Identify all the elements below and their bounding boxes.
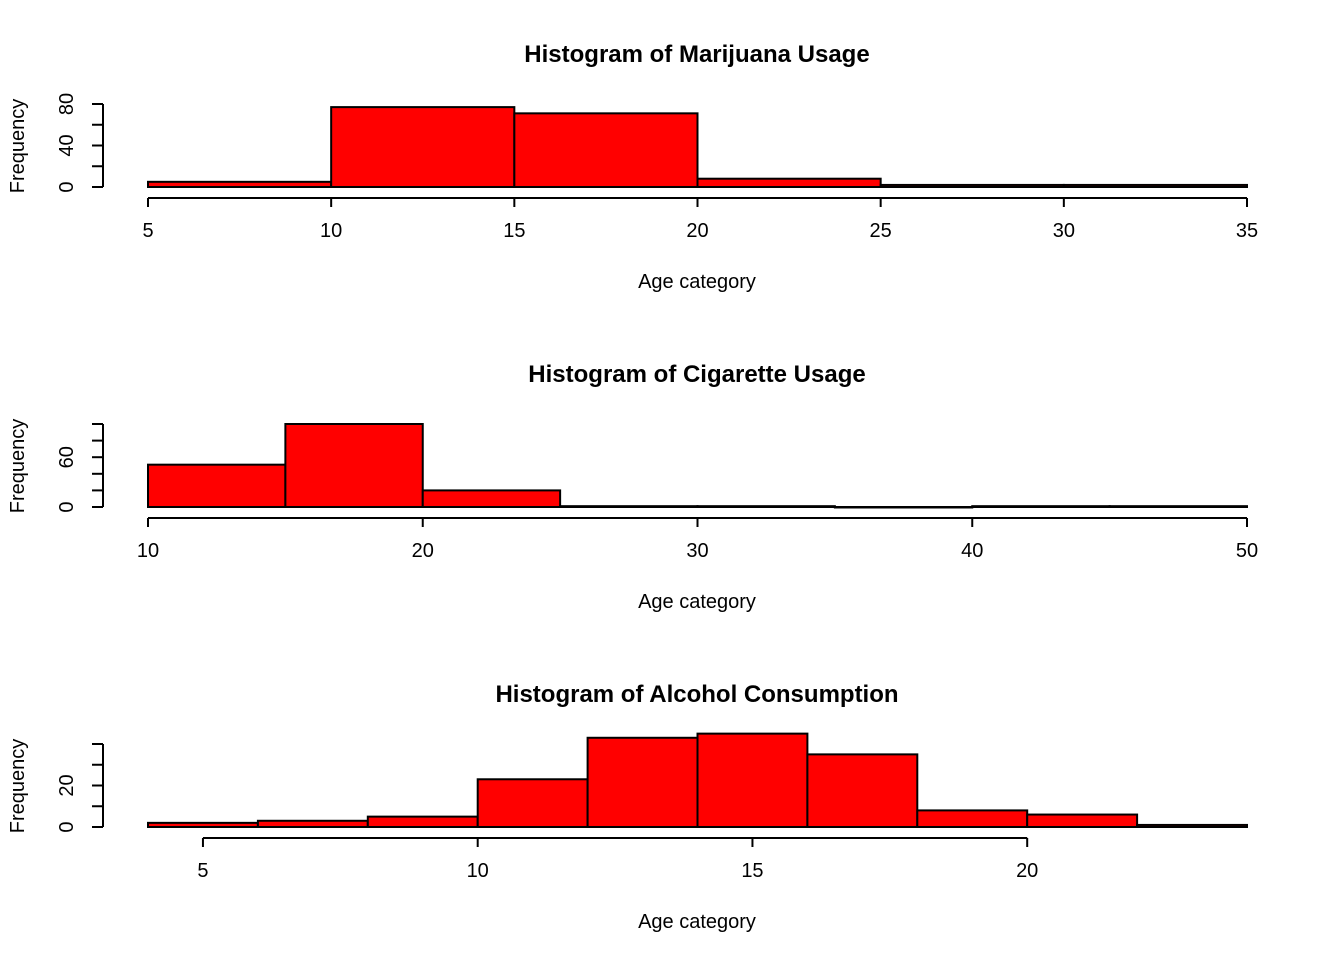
panel-marijuana: Histogram of Marijuana Usage Age categor… <box>7 41 1258 293</box>
histogram-bar <box>366 815 479 828</box>
x-tick-label: 30 <box>1053 220 1075 242</box>
x-tick-label: 40 <box>961 540 983 562</box>
x-tick-label: 10 <box>467 860 489 882</box>
histogram-bar <box>696 177 882 188</box>
y-tick-label: 0 <box>56 501 78 512</box>
x-tick-label: 5 <box>197 860 208 882</box>
y-tick-label: 0 <box>56 821 78 832</box>
chart-title: Histogram of Cigarette Usage <box>528 361 865 388</box>
x-tick-label: 50 <box>1236 540 1258 562</box>
histogram-bar <box>696 505 836 509</box>
x-tick-label: 5 <box>142 220 153 242</box>
y-axis-label: Frequency <box>7 739 29 834</box>
histogram-bar <box>421 489 562 508</box>
panel-cigarette: Histogram of Cigarette Usage Age categor… <box>7 361 1258 613</box>
histogram-bar <box>833 506 974 509</box>
y-tick-label: 80 <box>56 93 78 115</box>
histogram-bar <box>1136 823 1248 828</box>
y-tick-label: 60 <box>56 446 78 468</box>
y-tick-label: 40 <box>56 134 78 156</box>
chart-title: Histogram of Marijuana Usage <box>524 41 869 68</box>
x-tick-label: 25 <box>870 220 892 242</box>
histogram-bar <box>971 505 1111 509</box>
histogram-bar <box>147 463 287 509</box>
y-tick-label: 20 <box>56 774 78 796</box>
histogram-bar <box>476 778 589 829</box>
x-tick-label: 35 <box>1236 220 1258 242</box>
histogram-bar <box>806 753 919 828</box>
histogram-bar <box>284 423 424 508</box>
x-tick-label: 20 <box>686 220 708 242</box>
y-tick-label: 0 <box>56 181 78 192</box>
y-axis-label: Frequency <box>7 99 29 194</box>
x-axis-label: Age category <box>638 911 756 933</box>
x-tick-label: 30 <box>686 540 708 562</box>
x-axis-label: Age category <box>638 591 756 613</box>
histogram-bar <box>513 112 699 188</box>
x-tick-label: 20 <box>412 540 434 562</box>
histogram-bar <box>147 180 333 188</box>
histogram-bar <box>1026 813 1139 828</box>
y-axis-label: Frequency <box>7 419 29 514</box>
histogram-bar <box>256 819 369 829</box>
histogram-bar <box>879 183 1065 189</box>
x-tick-label: 10 <box>320 220 342 242</box>
histogram-bar <box>559 505 699 509</box>
histogram-bar <box>916 809 1029 829</box>
panel-alcohol: Histogram of Alcohol Consumption Age cat… <box>7 681 1248 933</box>
x-tick-label: 15 <box>741 860 763 882</box>
histogram-bar <box>330 106 516 188</box>
histogram-bar <box>586 736 699 829</box>
histogram-bar <box>696 732 809 828</box>
chart-title: Histogram of Alcohol Consumption <box>495 681 898 708</box>
histogram-bar <box>147 821 259 828</box>
histogram-bar <box>1062 183 1249 189</box>
x-tick-label: 20 <box>1016 860 1038 882</box>
histogram-bar <box>1108 505 1248 509</box>
x-tick-label: 10 <box>137 540 159 562</box>
x-axis-label: Age category <box>638 271 756 293</box>
x-tick-label: 15 <box>503 220 525 242</box>
